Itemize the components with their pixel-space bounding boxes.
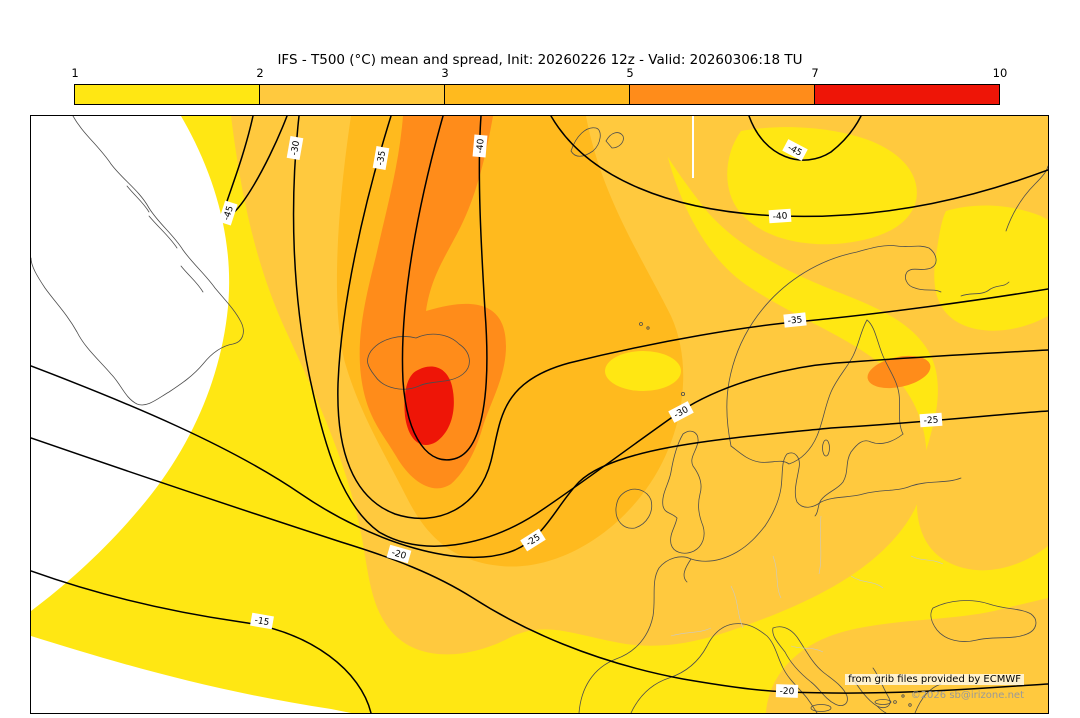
aegean-island-1 [893, 700, 897, 704]
faroe-islands-2 [646, 326, 650, 330]
italy-coastline [772, 626, 848, 706]
svg-text:-45: -45 [222, 205, 236, 222]
contour-label-minus25-east: -25 [919, 412, 943, 428]
page-title: IFS - T500 (°C) mean and spread, Init: 2… [277, 52, 803, 68]
contour-minus15 [31, 570, 372, 713]
contour-minus20 [31, 437, 1048, 694]
svg-text:-30: -30 [290, 140, 302, 156]
mean-contours [31, 116, 1048, 713]
svg-text:-40: -40 [772, 211, 788, 222]
norway-coastline [726, 245, 942, 447]
contour-label-minus35-top: -35 [372, 146, 390, 170]
map-frame: -30 -35 -40 -45 -45 [30, 115, 1049, 714]
sweden-baltic-coastline [730, 319, 904, 465]
shetland-islands [681, 391, 686, 396]
contour-minus40-iceland [401, 116, 488, 461]
svg-text:-35: -35 [787, 315, 803, 326]
contour-label-minus45-greenland: -45 [218, 200, 238, 226]
colorbar-tick-3: 3 [441, 66, 449, 80]
contour-label-minus20-southeast: -20 [775, 684, 799, 698]
turkey-aegean-coastline [914, 683, 942, 713]
ireland-coastline [615, 488, 653, 529]
spread-shading [31, 116, 1048, 713]
faroe-islands [639, 322, 643, 326]
iceland-coastline [367, 333, 470, 390]
coastlines [31, 116, 1048, 713]
colorbar-segment-2-3 [259, 84, 445, 105]
crete-island [874, 699, 892, 705]
aegean-island-2 [901, 694, 905, 698]
attribution-provider: from grib files provided by ECMWF [845, 674, 1024, 685]
country-borders [670, 515, 944, 653]
spread-fill-below-min-west [31, 116, 230, 611]
colorbar [74, 84, 1000, 105]
great-britain-coastline [662, 430, 705, 554]
black-sea-coastline [930, 600, 1037, 642]
svg-text:-40: -40 [475, 138, 486, 154]
contour-label-minus35-east: -35 [783, 312, 807, 328]
denmark-coastline [764, 452, 822, 527]
colorbar-tick-7: 7 [811, 66, 819, 80]
svg-text:-20: -20 [390, 548, 407, 562]
spread-fill-level1-east-patch [934, 205, 1048, 331]
forecast-map: -30 -35 -40 -45 -45 [31, 116, 1048, 713]
contour-minus45-northeast [748, 116, 862, 161]
contour-label-minus30-top: -30 [286, 136, 304, 160]
france-iberia-atlantic-coastline [578, 556, 692, 713]
spread-fill-level1-norwegian-sea-patch [605, 351, 681, 391]
colorbar-tick-2: 2 [256, 66, 264, 80]
aegean-island-3 [908, 703, 912, 707]
colorbar-tick-5: 5 [626, 66, 634, 80]
colorbar-tick-1: 1 [71, 66, 79, 80]
spread-fill-below-min-southwest [31, 636, 351, 713]
svg-text:-25: -25 [923, 415, 938, 426]
contour-label-minus40-east: -40 [768, 208, 792, 224]
north-sea-channel-coastline [690, 477, 962, 562]
attribution-copyright: ©2026 sb@irizone.net [910, 690, 1024, 701]
colorbar-segment-1-2 [74, 84, 260, 105]
gotland-island [822, 439, 830, 457]
gulf-of-finland-baltic-states-coastline [814, 433, 904, 517]
svg-text:-15: -15 [254, 616, 270, 628]
white-sea-coastline [960, 281, 1010, 297]
contour-labels: -30 -35 -40 -45 -45 [218, 134, 943, 698]
colorbar-segment-5-7 [629, 84, 815, 105]
svg-text:-35: -35 [376, 150, 388, 166]
greenland-coastline [31, 116, 244, 406]
contour-label-minus15: -15 [250, 612, 274, 630]
greenland-fjords [126, 185, 204, 293]
contour-minus25 [31, 365, 1048, 559]
spread-fill-level5-east-spot [867, 355, 931, 389]
svg-text:-20: -20 [779, 687, 794, 698]
contour-minus30 [292, 116, 1048, 547]
contour-label-minus40-top: -40 [472, 134, 488, 158]
contour-label-minus20-west: -20 [386, 544, 412, 564]
spread-fill-level7-red-core [404, 366, 454, 445]
colorbar-segment-7-10 [814, 84, 1000, 105]
spread-fill-level5-iceland [359, 116, 506, 489]
sicily-island [810, 704, 832, 712]
colorbar-tick-10: 10 [992, 66, 1008, 80]
svalbard-coastline [570, 127, 624, 157]
colorbar-segment-3-5 [444, 84, 630, 105]
